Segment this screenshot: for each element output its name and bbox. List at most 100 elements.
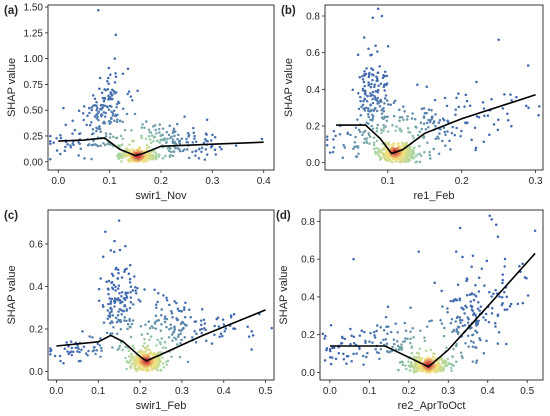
data-point [418,347,422,350]
data-point [412,355,416,359]
data-point [167,335,171,339]
y-tick-label: 0.8 [306,12,320,23]
data-point [178,355,182,359]
data-point [165,363,169,367]
data-point [374,348,377,351]
data-point [355,155,359,159]
data-point [386,157,390,160]
data-point [121,137,125,141]
data-point [59,359,62,363]
data-point [479,338,482,342]
data-point [363,129,367,133]
data-point [49,139,52,143]
data-point [102,321,106,324]
data-point [400,130,403,133]
data-point [467,345,470,348]
data-point [163,340,167,344]
data-point [113,239,116,243]
data-point [160,337,163,340]
data-point [100,115,103,118]
data-point [62,106,65,110]
data-point [180,338,183,342]
data-point [371,90,375,94]
data-point [501,107,505,110]
data-point [158,123,162,126]
data-point [93,345,96,349]
data-point [355,352,358,355]
data-point [516,302,520,306]
data-point [456,332,460,335]
data-point [396,339,399,343]
data-point [392,338,396,341]
data-point [363,137,367,141]
panel-label: (c) [4,210,18,222]
y-tick-label: 0.4 [306,85,320,96]
data-point [113,57,117,60]
data-point [173,326,176,329]
data-point [398,119,401,123]
x-tick-label: 0.0 [51,176,65,187]
data-point [131,99,134,102]
data-point [114,316,118,320]
data-point [440,322,444,325]
data-point [140,134,143,137]
data-point [441,139,444,143]
data-point [494,325,497,328]
data-point [129,300,133,304]
data-point [398,116,402,119]
data-point [133,275,136,278]
data-point [171,141,175,144]
data-point [382,85,386,89]
data-point [411,134,414,138]
data-point [270,326,273,330]
data-point [477,301,480,304]
data-point [49,353,52,356]
data-point [483,114,486,118]
data-point [81,330,84,333]
data-point [167,133,171,137]
data-point [383,102,386,105]
data-point [471,309,475,312]
data-point [509,302,513,306]
data-point [380,112,384,115]
data-point [425,349,428,353]
data-point [169,323,172,326]
data-point [205,153,209,156]
data-point [132,139,135,143]
data-point [152,125,155,128]
data-point [454,320,457,323]
data-point [161,346,165,349]
data-point [64,145,67,149]
data-point [459,321,462,325]
data-point [176,307,180,311]
data-point [163,315,167,318]
data-point [359,114,363,117]
data-point [349,327,352,331]
data-point [378,65,381,68]
data-point [209,139,213,142]
data-point [170,327,173,330]
data-point [400,348,404,352]
data-point [173,134,176,138]
data-point [363,74,366,77]
data-point [454,250,458,253]
data-point [153,288,156,291]
data-point [144,368,148,371]
data-point [107,279,111,283]
data-point [172,127,176,131]
data-point [109,249,113,252]
data-point [115,298,118,301]
data-point [183,308,186,311]
data-point [356,53,360,57]
data-point [106,309,110,312]
data-point [99,277,102,280]
data-point [164,346,167,349]
data-point [95,117,99,120]
data-point [158,141,162,144]
data-point [170,311,174,315]
data-point [325,347,329,350]
data-point [418,160,422,164]
data-point [508,305,512,308]
data-point [90,157,93,161]
data-point [155,319,159,323]
